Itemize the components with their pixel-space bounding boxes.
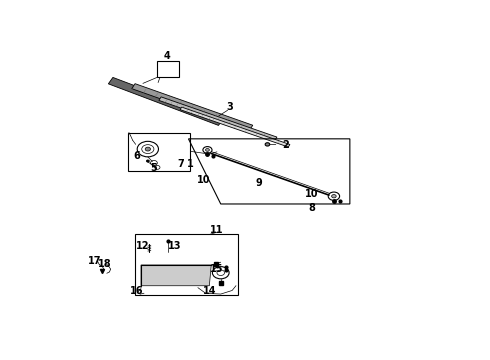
Polygon shape xyxy=(108,77,223,125)
Text: 10: 10 xyxy=(305,189,318,199)
Circle shape xyxy=(206,149,209,151)
Text: 13: 13 xyxy=(168,240,181,251)
Text: 14: 14 xyxy=(202,286,216,296)
Text: 17: 17 xyxy=(88,256,101,266)
Text: 16: 16 xyxy=(130,286,143,296)
Text: 11: 11 xyxy=(210,225,224,235)
Polygon shape xyxy=(141,265,211,286)
Text: 7: 7 xyxy=(177,159,184,169)
Text: 10: 10 xyxy=(197,175,210,185)
Text: 3: 3 xyxy=(227,102,234,112)
Text: 18: 18 xyxy=(98,258,112,269)
Text: 9: 9 xyxy=(255,178,262,188)
Text: 8: 8 xyxy=(308,203,316,213)
Bar xyxy=(157,61,179,77)
Text: 6: 6 xyxy=(133,151,140,161)
Circle shape xyxy=(332,194,336,198)
Text: 4: 4 xyxy=(164,51,170,61)
Text: 5: 5 xyxy=(150,163,157,174)
Text: 12: 12 xyxy=(136,240,149,251)
Text: 2: 2 xyxy=(282,140,289,150)
Bar xyxy=(135,234,238,296)
Polygon shape xyxy=(180,107,290,147)
Circle shape xyxy=(265,143,270,146)
Circle shape xyxy=(147,160,149,162)
Circle shape xyxy=(145,147,150,151)
Polygon shape xyxy=(132,84,253,130)
Polygon shape xyxy=(159,97,277,141)
Bar xyxy=(128,133,190,171)
Text: 15: 15 xyxy=(210,264,224,274)
Text: 1: 1 xyxy=(187,159,194,169)
